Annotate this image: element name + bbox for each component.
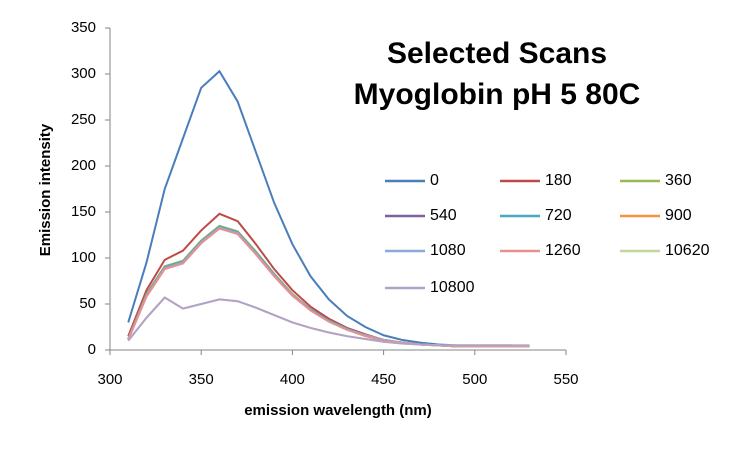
legend-label: 360: [665, 172, 692, 189]
x-tick-label: 350: [189, 371, 214, 388]
y-tick-label: 100: [71, 249, 96, 266]
legend-label: 1260: [545, 242, 581, 259]
legend-label: 720: [545, 207, 572, 224]
y-tick-label: 150: [71, 203, 96, 220]
x-tick-label: 500: [462, 371, 487, 388]
y-tick-label: 250: [71, 111, 96, 128]
y-tick-label: 300: [71, 65, 96, 82]
y-tick-label: 200: [71, 157, 96, 174]
x-axis-label: emission wavelength (nm): [244, 402, 432, 419]
x-tick-label: 400: [280, 371, 305, 388]
legend-label: 900: [665, 207, 692, 224]
y-tick-label: 0: [88, 341, 96, 358]
x-tick-label: 550: [553, 371, 578, 388]
y-axis-label: Emission intensity: [37, 123, 54, 256]
legend-label: 540: [430, 207, 457, 224]
series-line: [127, 69, 530, 348]
legend-label: 0: [430, 172, 439, 189]
y-tick-label: 50: [79, 295, 96, 312]
chart-title: Selected Scans: [387, 37, 607, 70]
legend-label: 180: [545, 172, 572, 189]
legend-label: 10620: [665, 242, 710, 259]
legend-label: 10800: [430, 279, 475, 296]
x-tick-label: 300: [97, 371, 122, 388]
series-line: [127, 296, 530, 347]
x-tick-label: 450: [371, 371, 396, 388]
legend-label: 1080: [430, 242, 466, 259]
y-tick-label: 350: [71, 19, 96, 36]
chart-title: Myoglobin pH 5 80C: [354, 78, 641, 111]
